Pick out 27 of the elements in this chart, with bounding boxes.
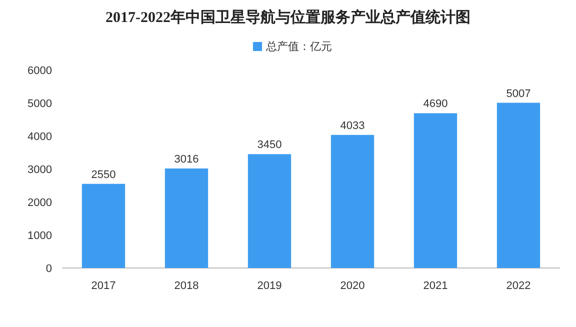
data-label: 2550 <box>91 168 116 181</box>
x-tick-label: 2018 <box>174 280 199 292</box>
x-tick-label: 2019 <box>257 280 282 292</box>
chart-title: 2017-2022年中国卫星导航与位置服务产业总产值统计图 <box>106 8 470 26</box>
bar <box>82 184 126 268</box>
bar <box>330 134 374 268</box>
x-tick-label: 2020 <box>340 280 365 292</box>
bar <box>414 113 458 268</box>
y-tick-label: 3000 <box>28 164 52 176</box>
bar <box>164 168 208 268</box>
data-label: 5007 <box>506 88 531 100</box>
bar <box>248 154 292 268</box>
x-tick-label: 2021 <box>423 280 448 292</box>
y-tick-label: 6000 <box>28 65 52 77</box>
x-tick-label: 2022 <box>506 280 531 292</box>
data-label: 3450 <box>257 139 282 152</box>
x-tick-label: 2017 <box>91 280 116 292</box>
y-tick-label: 0 <box>46 263 52 275</box>
y-tick-label: 2000 <box>28 197 52 209</box>
y-tick-label: 1000 <box>28 230 52 242</box>
legend-label: 总产值：亿元 <box>265 40 332 53</box>
y-tick-label: 5000 <box>28 98 52 110</box>
data-label: 4690 <box>423 98 448 110</box>
y-tick-label: 4000 <box>28 131 52 143</box>
bar <box>496 102 540 268</box>
data-label: 3016 <box>174 153 199 166</box>
data-label: 4033 <box>340 120 365 132</box>
